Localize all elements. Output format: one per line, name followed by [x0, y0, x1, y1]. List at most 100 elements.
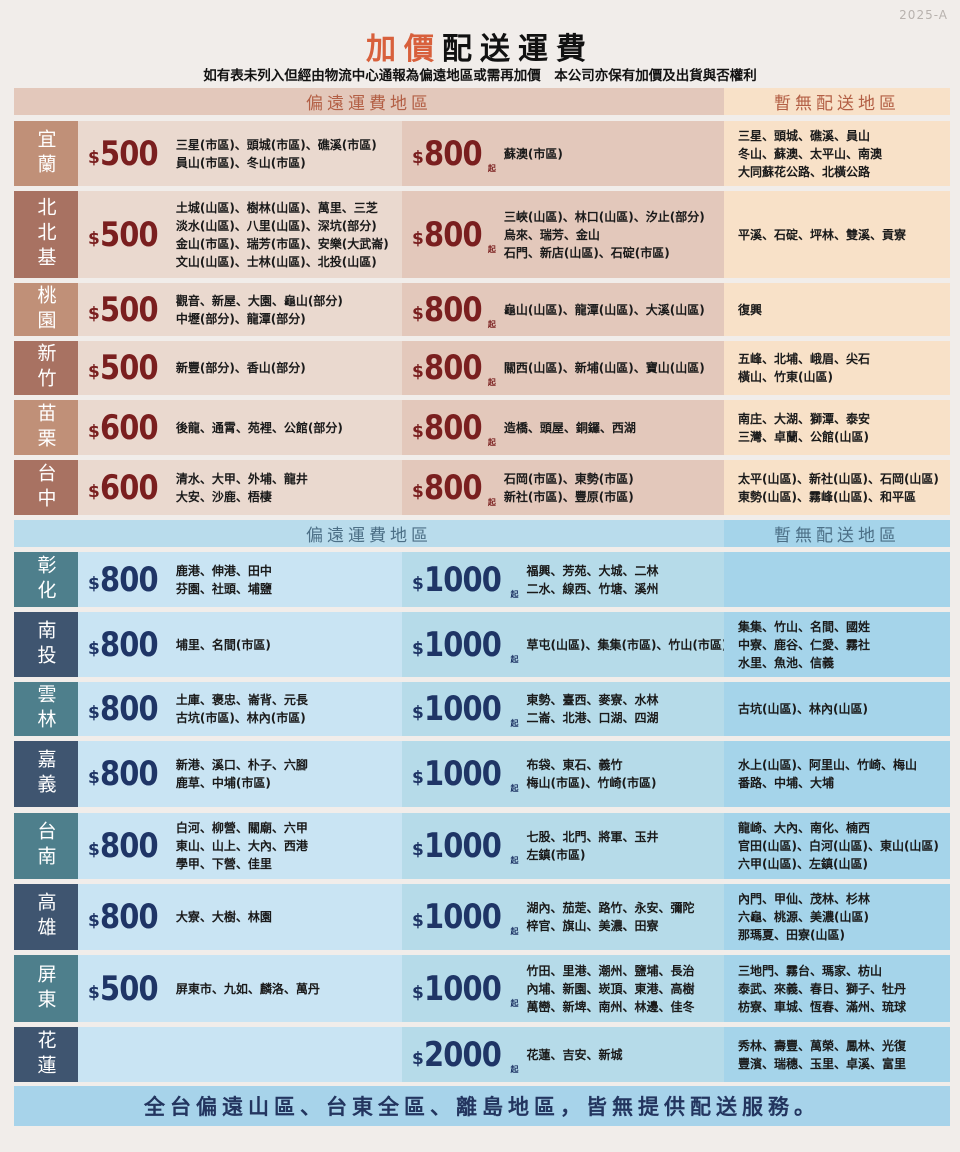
area-line: 冬山、蘇澳、太平山、南澳 [738, 146, 883, 161]
area-list: 平溪、石碇、坪林、雙溪、貢寮 [738, 226, 906, 244]
base-fee-cell: $800 鹿港、伸港、田中 芬園、社頭、埔鹽 [78, 552, 402, 607]
no-delivery-cell [724, 552, 950, 607]
from-suffix: 起 [487, 319, 496, 329]
south-header: 偏遠運費地區 暫無配送地區 [14, 520, 950, 547]
extra-fee-cell: $2000 起花蓮、吉安、新城 [402, 1027, 724, 1082]
currency-symbol: $ [88, 982, 100, 1003]
area-list: 福興、芳苑、大城、二林 二水、線西、竹塘、溪州 [526, 562, 658, 598]
price-tag: $800 起 [412, 408, 496, 448]
area-line: 三星、頭城、礁溪、員山 [738, 128, 871, 143]
area-line: 番路、中埔、大埔 [738, 776, 835, 790]
price-value: 800 [99, 897, 159, 937]
area-list: 新豐(部分)、香山(部分) [176, 359, 306, 377]
from-suffix: 起 [510, 784, 519, 793]
area-line: 草屯(山區)、集集(市區)、竹山(市區) [526, 637, 728, 652]
region-row: 宜蘭 $500 三星(市區)、頭城(市區)、礁溪(市區) 員山(市區)、冬山(市區) $… [14, 121, 950, 186]
area-list: 太平(山區)、新社(山區)、石岡(山區) 東勢(山區)、霧峰(山區)、和平區 [738, 470, 939, 506]
currency-symbol: $ [412, 303, 424, 324]
extra-fee-cell: $800 起關西(山區)、新埔(山區)、寶山(山區) [402, 341, 724, 395]
region-label: 雲林 [14, 682, 78, 736]
region-label: 新竹 [14, 341, 78, 395]
region-row: 高雄 $800 大寮、大樹、林園 $1000 起湖內、茄萣、路竹、永安、彌陀 梓官、旗山、… [14, 884, 950, 950]
area-line: 泰武、來義、春日、獅子、牡丹 [738, 981, 907, 996]
currency-symbol: $ [412, 911, 424, 931]
currency-symbol: $ [412, 840, 424, 860]
base-fee-cell: $500 新豐(部分)、香山(部分) [78, 341, 402, 395]
price-tag: $1000 起 [412, 560, 518, 600]
north-header: 偏遠運費地區 暫無配送地區 [14, 88, 950, 115]
extra-fee-cell: $1000 起湖內、茄萣、路竹、永安、彌陀 梓官、旗山、美濃、田寮 [402, 884, 724, 950]
from-suffix: 起 [487, 437, 496, 447]
area-list: 七股、北門、將軍、玉井 左鎮(市區) [526, 828, 658, 864]
price-tag: $1000 起 [412, 826, 518, 866]
price-value: 1000 [423, 897, 502, 937]
price-tag: $600 [88, 468, 168, 508]
area-line: 芬園、社頭、埔鹽 [175, 581, 272, 596]
region-label: 苗栗 [14, 400, 78, 455]
currency-symbol: $ [88, 421, 100, 442]
area-line: 七股、北門、將軍、玉井 [526, 830, 659, 844]
price-value: 500 [99, 133, 159, 174]
price-value: 1000 [423, 624, 502, 665]
footer-notice: 全台偏遠山區、台東全區、離島地區，皆無提供配送服務。 [14, 1086, 950, 1126]
from-suffix: 起 [487, 378, 496, 387]
area-list: 造橋、頭屋、銅鑼、西湖 [504, 419, 636, 437]
currency-symbol: $ [88, 481, 100, 502]
extra-fee-cell: $1000 起東勢、臺西、麥寮、水林 二崙、北港、口湖、四湖 [402, 682, 724, 736]
base-fee-cell: $800 土庫、褒忠、崙背、元長 古坑(市區)、林內(市區) [78, 682, 402, 736]
price-tag: $600 [88, 408, 168, 448]
price-tag: $800 [88, 689, 168, 729]
area-line: 六甲(山區)、左鎮(山區) [738, 857, 868, 871]
currency-symbol: $ [412, 362, 424, 382]
currency-symbol: $ [88, 573, 100, 594]
price-tag: $800 起 [412, 215, 496, 255]
area-line: 屏東市、九如、麟洛、萬丹 [175, 981, 320, 996]
area-line: 東勢(山區)、霧峰(山區)、和平區 [738, 489, 916, 504]
area-list: 三峽(山區)、林口(山區)、汐止(部分) 烏來、瑞芳、金山 石門、新店(山區)、石碇… [504, 208, 705, 262]
currency-symbol: $ [88, 638, 100, 659]
area-line: 秀林、壽豐、萬榮、鳳林、光復 [738, 1038, 907, 1053]
price-tag: $800 [88, 826, 168, 866]
area-line: 大同蘇花公路、北橫公路 [738, 164, 871, 179]
no-delivery-cell: 古坑(山區)、林內(山區) [724, 682, 950, 736]
remote-header: 偏遠運費地區 [14, 520, 724, 547]
from-suffix: 起 [510, 719, 519, 728]
area-line: 石門、新店(山區)、石碇(市區) [503, 245, 670, 260]
from-suffix: 起 [487, 244, 496, 254]
currency-symbol: $ [412, 768, 424, 788]
area-list: 草屯(山區)、集集(市區)、竹山(市區) [526, 636, 727, 654]
base-fee-cell: $800 新港、溪口、朴子、六腳 鹿草、中埔(市區) [78, 741, 402, 807]
area-list: 秀林、壽豐、萬榮、鳳林、光復 豐濱、瑞穗、玉里、卓溪、富里 [738, 1037, 906, 1073]
price-tag: $1000 起 [412, 969, 518, 1009]
area-list: 關西(山區)、新埔(山區)、寶山(山區) [504, 359, 705, 377]
price-value: 500 [99, 289, 159, 330]
region-label: 台中 [14, 460, 78, 515]
currency-symbol: $ [412, 1048, 424, 1069]
region-row: 南投 $800 埔里、名間(市區) $1000 起草屯(山區)、集集(市區)、竹山(市區… [14, 612, 950, 677]
extra-fee-cell: $800 起造橋、頭屋、銅鑼、西湖 [402, 400, 724, 455]
from-suffix: 起 [510, 1064, 519, 1074]
extra-fee-cell: $800 起 三峽(山區)、林口(山區)、汐止(部分) 烏來、瑞芳、金山 石門、新店(山… [402, 191, 724, 278]
remote-header: 偏遠運費地區 [14, 88, 724, 115]
region-row: 台中 $600 清水、大甲、外埔、龍井 大安、沙鹿、梧棲 $800 起石岡(市區)、東勢(… [14, 460, 950, 515]
price-value: 500 [99, 348, 159, 388]
area-line: 埔里、名間(市區) [175, 637, 271, 652]
price-value: 500 [99, 968, 159, 1009]
no-delivery-cell: 三星、頭城、礁溪、員山 冬山、蘇澳、太平山、南澳 大同蘇花公路、北橫公路 [724, 121, 950, 186]
region-row: 桃園 $500 觀音、新屋、大園、龜山(部分) 中壢(部分)、龍潭(部分) $800 起龜… [14, 283, 950, 336]
area-line: 三峽(山區)、林口(山區)、汐止(部分) [503, 209, 705, 224]
area-line: 萬巒、新埤、南州、林邊、佳冬 [526, 999, 695, 1014]
price-tag: $1000 起 [412, 754, 518, 794]
area-line: 湖內、茄萣、路竹、永安、彌陀 [526, 901, 695, 915]
area-line: 中壢(部分)、龍潭(部分) [175, 311, 306, 326]
extra-fee-cell: $800 起 石岡(市區)、東勢(市區) 新社(市區)、豐原(市區) [402, 460, 724, 515]
from-suffix: 起 [487, 497, 496, 507]
base-fee-cell: $600 清水、大甲、外埔、龍井 大安、沙鹿、梧棲 [78, 460, 402, 515]
area-line: 內門、甲仙、茂林、杉林 [738, 892, 871, 906]
price-tag: $1000 起 [412, 625, 518, 665]
area-line: 內埔、新園、崁頂、東港、高樹 [526, 981, 695, 996]
area-line: 造橋、頭屋、銅鑼、西湖 [503, 420, 636, 435]
currency-symbol: $ [412, 421, 424, 442]
no-delivery-cell: 集集、竹山、名間、國姓 中寮、鹿谷、仁愛、霧社 水里、魚池、信義 [724, 612, 950, 677]
